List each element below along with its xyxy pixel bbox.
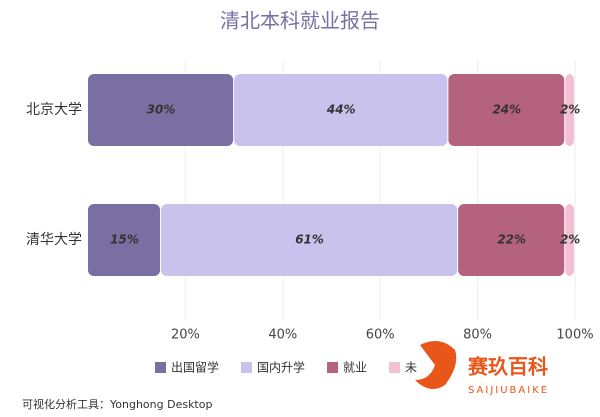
legend-swatch bbox=[327, 362, 339, 373]
data-label: 24% bbox=[492, 103, 521, 117]
data-label: 22% bbox=[497, 233, 526, 247]
bar-segment bbox=[565, 204, 574, 276]
bar-segment bbox=[88, 74, 234, 146]
y-tick-label: 北京大学 bbox=[26, 102, 82, 118]
legend-label: 国内升学 bbox=[257, 360, 305, 375]
x-tick-label: 80% bbox=[463, 328, 492, 343]
watermark-logo bbox=[415, 341, 457, 389]
bar-segment bbox=[234, 74, 448, 146]
data-label: 2% bbox=[560, 233, 580, 247]
data-label: 61% bbox=[295, 233, 324, 247]
legend-swatch bbox=[241, 362, 253, 373]
legend-label: 未 bbox=[405, 361, 417, 375]
y-tick-label: 清华大学 bbox=[26, 232, 82, 248]
watermark-title: 赛玖百科 bbox=[467, 355, 548, 379]
x-tick-label: 40% bbox=[268, 328, 297, 343]
data-label: 2% bbox=[560, 103, 580, 117]
legend-label: 就业 bbox=[343, 361, 367, 375]
chart-title: 清北本科就业报告 bbox=[220, 9, 380, 33]
legend-label: 出国留学 bbox=[171, 360, 219, 375]
bar-segment bbox=[88, 204, 161, 276]
legend-swatch bbox=[155, 362, 166, 373]
watermark-subtitle: SAIJIUBAIKE bbox=[468, 385, 549, 396]
data-label: 15% bbox=[110, 233, 139, 247]
x-tick-label: 100% bbox=[556, 328, 593, 343]
watermark: 赛玖百科 SAIJIUBAIKE bbox=[415, 341, 549, 396]
footer: 可视化分析工具：Yonghong Desktop bbox=[22, 397, 212, 411]
x-tick-label: 20% bbox=[171, 328, 200, 343]
bar-segment bbox=[565, 74, 574, 146]
x-tick-label: 60% bbox=[366, 328, 395, 343]
bar-segment bbox=[458, 204, 565, 276]
bar-segment bbox=[448, 74, 565, 146]
data-label: 30% bbox=[147, 103, 176, 117]
data-label: 44% bbox=[326, 103, 356, 117]
legend-swatch bbox=[389, 362, 401, 373]
bar-segment bbox=[161, 204, 458, 276]
